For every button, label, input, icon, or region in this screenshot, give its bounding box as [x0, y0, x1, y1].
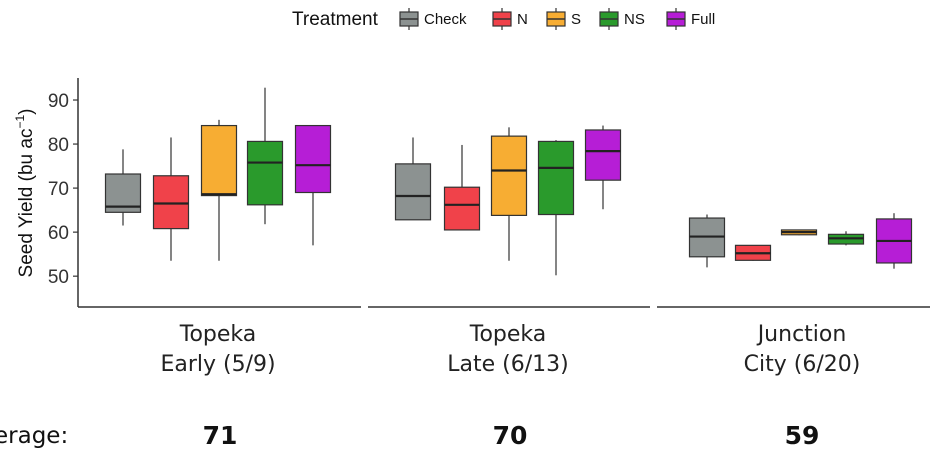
box-s — [200, 119, 238, 261]
legend-label: Check — [424, 11, 467, 28]
legend-item-ns: NS — [599, 8, 645, 30]
box-body — [152, 175, 190, 230]
box-body — [443, 186, 481, 231]
average-junction-city: 59 — [784, 421, 820, 450]
box-n — [443, 144, 481, 231]
box-n — [152, 137, 190, 261]
box-full — [875, 213, 913, 269]
legend-label: N — [517, 11, 528, 28]
y-tick-label: 50 — [48, 267, 69, 288]
panel-label-line2: Late (6/13) — [447, 352, 569, 377]
legend-item-full: Full — [666, 8, 715, 30]
average-topeka-late: 70 — [492, 421, 528, 450]
y-tick-label: 70 — [48, 179, 69, 200]
box-body — [394, 163, 432, 221]
panel-label-line1: Topeka — [469, 322, 547, 347]
panel-label-junction-city: Junction City (6/20) — [682, 320, 922, 380]
y-axis: 50 60 70 80 90 Seed Yield (bu ac−1) — [13, 78, 79, 307]
panel-label-line1: Topeka — [179, 322, 257, 347]
box-n — [734, 244, 772, 261]
legend: Treatment Check N S NS Full — [292, 8, 715, 30]
legend-item-check: Check — [399, 8, 467, 30]
box-check — [104, 149, 142, 226]
legend-label: NS — [624, 11, 645, 28]
average-label: erage: — [0, 423, 69, 449]
y-tick-label: 60 — [48, 223, 69, 244]
box-full — [294, 124, 332, 246]
box-full — [584, 125, 622, 210]
legend-item-s: S — [546, 8, 581, 30]
y-tick-label: 80 — [48, 135, 69, 156]
panel-label-topeka-late: Topeka Late (6/13) — [388, 320, 628, 380]
panel-0 — [78, 87, 361, 308]
box-ns — [827, 231, 865, 246]
average-topeka-early: 71 — [202, 421, 238, 450]
y-tick-label: 90 — [48, 91, 69, 112]
legend-label: S — [571, 11, 581, 28]
panel-label-topeka-early: Topeka Early (5/9) — [98, 320, 338, 380]
panel-label-line2: City (6/20) — [743, 352, 861, 377]
y-axis-title: Seed Yield (bu ac−1) — [13, 109, 37, 278]
box-body — [294, 124, 332, 194]
box-ns — [537, 140, 575, 276]
box-s — [490, 127, 528, 261]
box-ns — [246, 87, 284, 225]
panel-1 — [368, 125, 650, 308]
box-body — [584, 129, 622, 181]
box-body — [246, 140, 284, 206]
box-check — [394, 137, 432, 221]
legend-title: Treatment — [292, 9, 379, 30]
panel-2 — [657, 213, 930, 308]
box-check — [688, 214, 726, 268]
box-body — [537, 140, 575, 216]
box-body — [200, 124, 238, 197]
box-s — [780, 229, 818, 236]
legend-item-n: N — [492, 8, 528, 30]
panel-label-line1: Junction — [757, 322, 847, 347]
panels — [78, 87, 930, 308]
legend-label: Full — [691, 11, 715, 28]
box-body — [490, 135, 528, 217]
panel-label-line2: Early (5/9) — [160, 352, 276, 377]
